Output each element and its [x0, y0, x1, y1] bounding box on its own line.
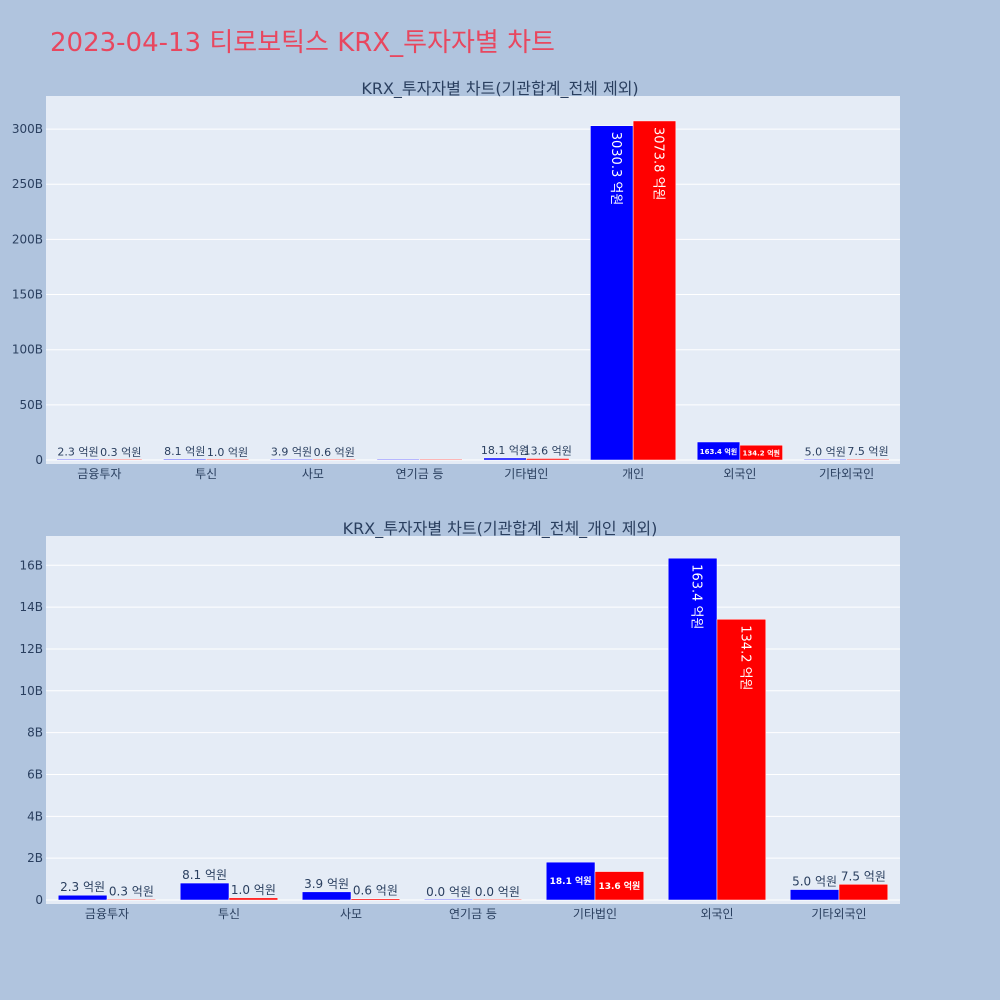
bar: [423, 898, 474, 901]
plot-area: [46, 96, 900, 464]
subplot-1: 0 50B 100B 150B 200B 250B 300B KRX_투자자별 차트(기관합계…: [12, 79, 900, 481]
data-label: 8.1 억원: [164, 445, 205, 458]
bar: [419, 458, 463, 461]
bar: [590, 125, 634, 461]
y-tick-label: 4B: [27, 809, 43, 823]
data-label: 134.2 억원: [742, 449, 779, 458]
x-tick-label: 금융투자: [77, 467, 121, 481]
page-title: 2023-04-13 티로보틱스 KRX_투자자별 차트: [50, 28, 555, 58]
bar: [301, 891, 352, 901]
x-tick-label: 투신: [218, 907, 240, 921]
data-label: 13.6 억원: [524, 444, 572, 457]
x-tick-label: 연기금 등: [396, 467, 444, 481]
data-label: 13.6 억원: [598, 880, 640, 892]
x-tick-label: 사모: [302, 467, 324, 481]
bar: [803, 458, 847, 461]
y-tick-label: 250B: [12, 177, 43, 191]
data-label: 163.4 억원: [700, 447, 737, 456]
bar: [846, 458, 890, 461]
data-label: 134.2 억원: [737, 625, 752, 690]
y-tick-label: 150B: [12, 288, 43, 302]
data-label: 3.9 억원: [271, 446, 312, 459]
data-label: 0.6 억원: [314, 446, 355, 459]
bar: [312, 458, 356, 461]
bar: [838, 884, 889, 901]
bar: [739, 444, 783, 461]
data-label: 163.4 억원: [689, 564, 704, 629]
y-tick-label: 16B: [19, 558, 43, 572]
bar: [594, 871, 645, 901]
y-tick-label: 200B: [12, 232, 43, 246]
data-label: 3.9 억원: [304, 877, 349, 891]
y-tick-label: 6B: [27, 767, 43, 781]
bar: [545, 861, 596, 901]
data-label: 0.3 억원: [100, 446, 141, 459]
x-tick-label: 외국인: [700, 907, 733, 921]
x-tick-label: 금융투자: [85, 907, 129, 921]
bar: [57, 894, 108, 901]
data-label: 1.0 억원: [231, 883, 276, 897]
bar: [789, 889, 840, 901]
data-label: 3073.8 억원: [650, 127, 665, 201]
bar: [205, 458, 250, 461]
subplot-2: 0 2B 4B 6B 8B 10B 12B 14B 16B KRX_투자자별 차트(기관합계_전체…: [19, 519, 900, 921]
bar: [350, 898, 401, 901]
data-label: 18.1 억원: [481, 444, 529, 457]
bar: [179, 882, 230, 901]
plot-area: [46, 536, 900, 904]
x-tick-label: 외국인: [723, 467, 756, 481]
bar: [483, 457, 527, 461]
data-label: 0.0 억원: [426, 885, 471, 899]
data-label: 5.0 억원: [792, 875, 837, 889]
bar: [526, 458, 570, 461]
x-tick-label: 기타외국인: [811, 907, 866, 921]
bar: [716, 619, 767, 901]
data-label: 1.0 억원: [207, 446, 248, 459]
data-label: 2.3 억원: [57, 446, 98, 459]
y-tick-label: 0: [35, 893, 43, 907]
bar: [228, 897, 279, 901]
bar: [106, 898, 157, 901]
data-label: 8.1 억원: [182, 868, 227, 882]
x-tick-label: 개인: [622, 467, 644, 481]
data-label: 2.3 억원: [60, 880, 105, 894]
subplot-title: KRX_투자자별 차트(기관합계_전체_개인 제외): [343, 519, 658, 539]
bar: [472, 898, 523, 901]
data-label: 5.0 억원: [805, 445, 846, 458]
x-tick-label: 기타외국인: [819, 467, 874, 481]
x-tick-label: 사모: [340, 907, 362, 921]
y-tick-label: 14B: [19, 600, 43, 614]
x-tick-label: 기타법인: [573, 907, 617, 921]
data-label: 0.6 억원: [353, 884, 398, 898]
y-tick-label: 300B: [12, 122, 43, 136]
data-label: 18.1 억원: [550, 875, 592, 887]
bar: [56, 458, 100, 461]
x-tick-label: 투신: [195, 467, 217, 481]
data-label: 0.0 억원: [475, 885, 520, 899]
y-tick-label: 10B: [19, 684, 43, 698]
bar: [99, 458, 143, 461]
x-tick-label: 연기금 등: [449, 907, 497, 921]
y-tick-label: 12B: [19, 642, 43, 656]
data-label: 7.5 억원: [841, 869, 886, 883]
bar: [632, 120, 677, 461]
y-tick-label: 2B: [27, 851, 43, 865]
data-label: 7.5 억원: [847, 445, 888, 458]
subplot-title: KRX_투자자별 차트(기관합계_전체 제외): [361, 79, 638, 99]
y-tick-label: 100B: [12, 343, 43, 357]
bar: [667, 557, 718, 901]
bar: [163, 458, 207, 461]
data-label: 3030.3 억원: [608, 132, 623, 206]
y-tick-label: 8B: [27, 726, 43, 740]
data-label: 0.3 억원: [109, 884, 154, 898]
bar: [376, 458, 420, 461]
y-tick-label: 0: [35, 453, 43, 467]
bar: [269, 458, 314, 461]
y-tick-label: 50B: [19, 398, 43, 412]
x-tick-label: 기타법인: [504, 467, 548, 481]
